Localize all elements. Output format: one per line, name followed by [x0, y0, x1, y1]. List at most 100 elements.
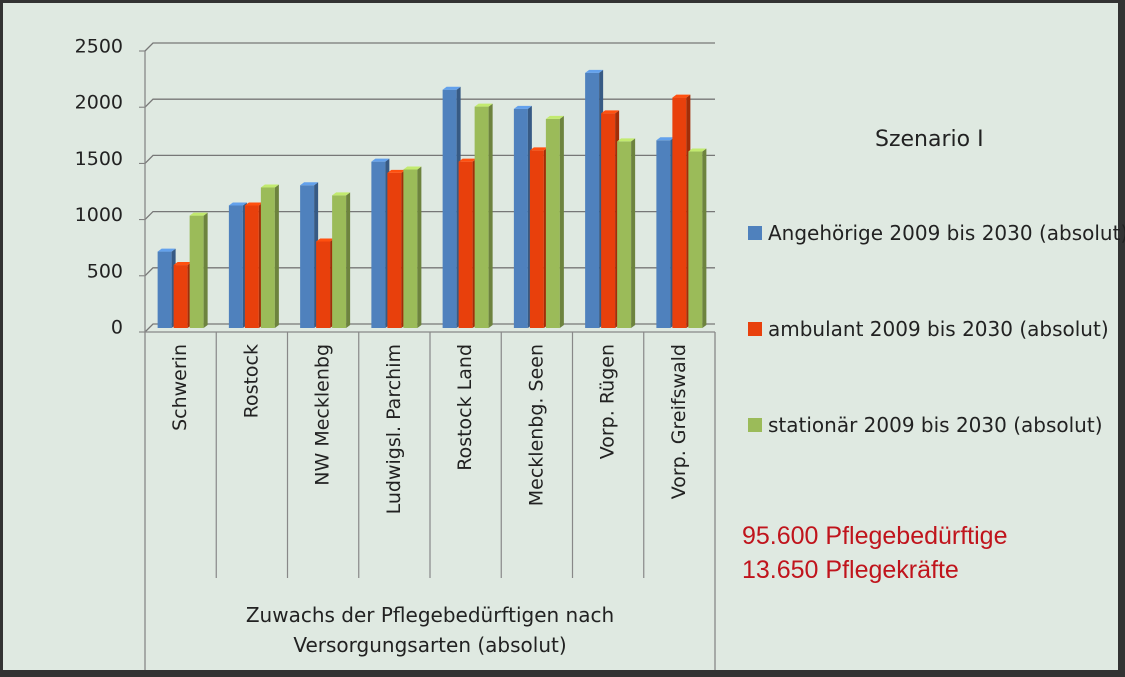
legend-item: Angehörige 2009 bis 2030 (absolut): [748, 218, 1125, 249]
legend-item: ambulant 2009 bis 2030 (absolut): [748, 314, 1125, 345]
bar: [228, 202, 247, 328]
x-axis-title: Zuwachs der Pflegebedürftigen nach Verso…: [245, 603, 615, 657]
bar-top: [300, 182, 319, 186]
bar-side: [488, 103, 493, 329]
grid-line: [144, 98, 715, 108]
bar-side: [274, 184, 279, 328]
bar-top: [474, 103, 493, 107]
bar-top: [244, 202, 263, 206]
bar-front: [458, 161, 473, 328]
bar-side: [702, 148, 707, 328]
bar-front: [617, 141, 632, 328]
bar: [260, 184, 279, 328]
bar-top: [173, 262, 192, 266]
bar-top: [672, 94, 691, 98]
bar-front: [260, 187, 275, 328]
bar-front: [387, 172, 402, 328]
x-tick-label: Vorp. Rügen: [597, 344, 619, 459]
bar-top: [403, 166, 422, 170]
bar-front: [656, 140, 671, 328]
bar-front: [316, 241, 331, 328]
bar: [656, 137, 675, 328]
bar: [513, 105, 532, 328]
bar-side: [559, 115, 564, 328]
bar: [474, 103, 493, 329]
bar-top: [656, 137, 675, 141]
bar-front: [157, 251, 172, 328]
bar-front: [228, 205, 243, 328]
bar-top: [545, 115, 564, 119]
legend-label: stationär 2009 bis 2030 (absolut): [768, 413, 1103, 437]
bar-front: [189, 215, 204, 328]
bar: [387, 169, 406, 328]
bar-top: [529, 147, 548, 151]
x-tick-label: Rostock: [240, 344, 262, 418]
bar-top: [688, 148, 707, 152]
bar-front: [442, 89, 457, 328]
bar-top: [601, 110, 620, 114]
bar-side: [631, 138, 636, 328]
bar-top: [316, 238, 335, 242]
bar: [545, 115, 564, 328]
bar-top: [442, 86, 461, 90]
x-tick-label: Rostock Land: [454, 344, 476, 471]
bar-top: [189, 212, 208, 216]
bar: [316, 238, 335, 328]
x-tick-label: Mecklenbg. Seen: [525, 344, 547, 506]
x-tick-label: NW Mecklenbg: [312, 344, 334, 486]
bar-top: [387, 169, 406, 173]
x-tick-label: Ludwigsl. Parchim: [383, 344, 405, 514]
legend-item: stationär 2009 bis 2030 (absolut): [748, 410, 1125, 441]
bar: [403, 166, 422, 328]
bar-front: [244, 205, 259, 328]
bar: [617, 138, 636, 328]
annotation: 95.600 Pflegebedürftige: [742, 522, 1008, 550]
bar-side: [203, 212, 208, 328]
bar: [688, 148, 707, 328]
bar-front: [474, 106, 489, 329]
bar: [332, 192, 351, 328]
legend-title: Szenario I: [875, 127, 984, 152]
bar-top: [617, 138, 636, 142]
bar-front: [332, 195, 347, 328]
bar: [300, 182, 319, 328]
x-tick-label: Schwerin: [169, 344, 191, 431]
bar-front: [173, 265, 188, 328]
bar-side: [346, 192, 351, 328]
bar: [157, 248, 176, 328]
bar-top: [585, 69, 604, 73]
chart: 0 500 1000 1500 2000 2500 Schwerin Rostock NW Me…: [75, 36, 716, 670]
grid-line: [144, 42, 715, 52]
bar: [529, 147, 548, 328]
bar: [585, 69, 604, 329]
y-tick-label: 2500: [75, 36, 123, 58]
bar: [371, 158, 390, 328]
bar-front: [529, 150, 544, 328]
y-tick-label: 1500: [75, 148, 123, 170]
bar: [244, 202, 263, 328]
bar-front: [513, 108, 528, 328]
bar: [601, 110, 620, 328]
bar-front: [688, 151, 703, 328]
bar-front: [403, 169, 418, 328]
bar-top: [371, 158, 390, 162]
bar-top: [513, 105, 532, 109]
bar: [173, 262, 192, 328]
legend-swatch: [748, 226, 762, 240]
legend-swatch: [748, 322, 762, 336]
y-tick-label: 2000: [75, 92, 123, 114]
bar-top: [260, 184, 279, 188]
bar: [672, 94, 691, 328]
bar-top: [458, 158, 477, 162]
bar-front: [371, 161, 386, 328]
legend-label: Angehörige 2009 bis 2030 (absolut): [768, 221, 1125, 245]
x-tick-label: Vorp. Greifswald: [668, 344, 690, 499]
legend-label: ambulant 2009 bis 2030 (absolut): [768, 317, 1109, 341]
bar-top: [157, 248, 176, 252]
y-tick-label: 1000: [75, 204, 123, 226]
bar-top: [228, 202, 247, 206]
bar: [458, 158, 477, 328]
bar: [442, 86, 461, 328]
bar-front: [601, 113, 616, 328]
annotation: 13.650 Pflegekräfte: [742, 556, 959, 584]
